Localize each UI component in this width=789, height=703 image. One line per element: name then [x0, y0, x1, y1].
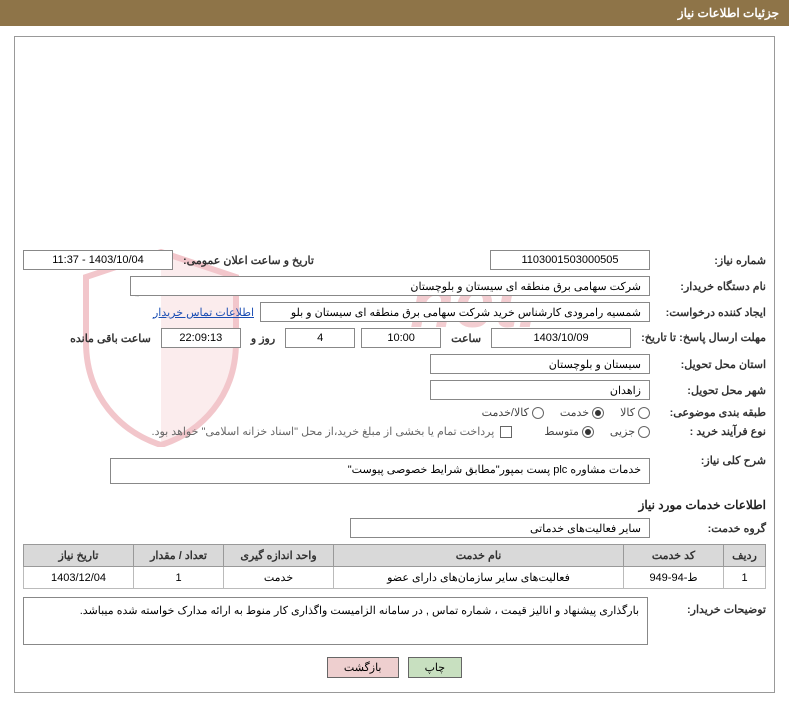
buyer-org-label: نام دستگاه خریدار:: [656, 280, 766, 293]
overall-label: شرح کلی نیاز:: [656, 454, 766, 467]
remarks-label: توضیحات خریدار:: [656, 597, 766, 616]
process-radio-jozi[interactable]: جزیی: [610, 425, 650, 438]
category-radio-khadamat[interactable]: خدمت: [560, 406, 604, 419]
th-code: کد خدمت: [624, 545, 724, 567]
th-date: تاریخ نیاز: [24, 545, 134, 567]
deadline-clock: 22:09:13: [161, 328, 241, 348]
content-panel: AriaTender .net شماره نیاز: 110300150300…: [14, 36, 775, 693]
td-code: ط-94-949: [624, 567, 724, 589]
announce-value: 1403/10/04 - 11:37: [23, 250, 173, 270]
province-label: استان محل تحویل:: [656, 358, 766, 371]
td-unit: خدمت: [224, 567, 334, 589]
td-date: 1403/12/04: [24, 567, 134, 589]
announce-label: تاریخ و ساعت اعلان عمومی:: [179, 254, 318, 267]
category-radio-both[interactable]: کالا/خدمت: [482, 406, 544, 419]
need-number-value: 1103001503000505: [490, 250, 650, 270]
deadline-label: مهلت ارسال پاسخ: تا تاریخ:: [637, 331, 766, 345]
deadline-date: 1403/10/09: [491, 328, 631, 348]
deadline-time-label: ساعت: [447, 332, 485, 345]
city-value: زاهدان: [430, 380, 650, 400]
process-type-label: نوع فرآیند خرید :: [656, 425, 766, 438]
th-name: نام خدمت: [334, 545, 624, 567]
overall-value: خدمات مشاوره plc پست بمپور"مطابق شرایط خ…: [110, 458, 650, 484]
service-group-value: سایر فعالیت‌های خدماتی: [350, 518, 650, 538]
services-table: ردیف کد خدمت نام خدمت واحد اندازه گیری ت…: [23, 544, 766, 589]
province-value: سیستان و بلوچستان: [430, 354, 650, 374]
buyer-org-value: شرکت سهامی برق منطقه ای سیستان و بلوچستا…: [130, 276, 650, 296]
process-radio-motavaset[interactable]: متوسط: [544, 425, 594, 438]
deadline-days-label: روز و: [247, 332, 279, 345]
process-type-radio-group: جزیی متوسط: [544, 425, 650, 438]
td-qty: 1: [134, 567, 224, 589]
requester-value: شمسیه رامرودی کارشناس خرید شرکت سهامی بر…: [260, 302, 650, 322]
table-row: 1 ط-94-949 فعالیت‌های سایر سازمان‌های دا…: [24, 567, 766, 589]
deadline-remain: ساعت باقی مانده: [66, 332, 155, 345]
td-row: 1: [724, 567, 766, 589]
payment-note: پرداخت تمام یا بخشی از مبلغ خرید،از محل …: [152, 425, 495, 438]
city-label: شهر محل تحویل:: [656, 384, 766, 397]
td-name: فعالیت‌های سایر سازمان‌های دارای عضو: [334, 567, 624, 589]
service-group-label: گروه خدمت:: [656, 522, 766, 535]
th-row: ردیف: [724, 545, 766, 567]
category-radio-group: کالا خدمت کالا/خدمت: [482, 406, 650, 419]
category-label: طبقه بندی موضوعی:: [656, 406, 766, 419]
requester-label: ایجاد کننده درخواست:: [656, 306, 766, 319]
need-number-label: شماره نیاز:: [656, 254, 766, 267]
panel-header: جزئیات اطلاعات نیاز: [0, 0, 789, 26]
category-radio-kala[interactable]: کالا: [620, 406, 650, 419]
print-button[interactable]: چاپ: [408, 657, 463, 678]
th-unit: واحد اندازه گیری: [224, 545, 334, 567]
back-button[interactable]: بازگشت: [327, 657, 399, 678]
buyer-contact-link[interactable]: اطلاعات تماس خریدار: [153, 306, 254, 319]
remarks-value: بارگذاری پیشنهاد و انالیز قیمت ، شماره ت…: [23, 597, 648, 645]
services-section-title: اطلاعات خدمات مورد نیاز: [23, 498, 766, 512]
th-qty: تعداد / مقدار: [134, 545, 224, 567]
deadline-days: 4: [285, 328, 355, 348]
deadline-time: 10:00: [361, 328, 441, 348]
treasury-checkbox[interactable]: [500, 426, 512, 438]
